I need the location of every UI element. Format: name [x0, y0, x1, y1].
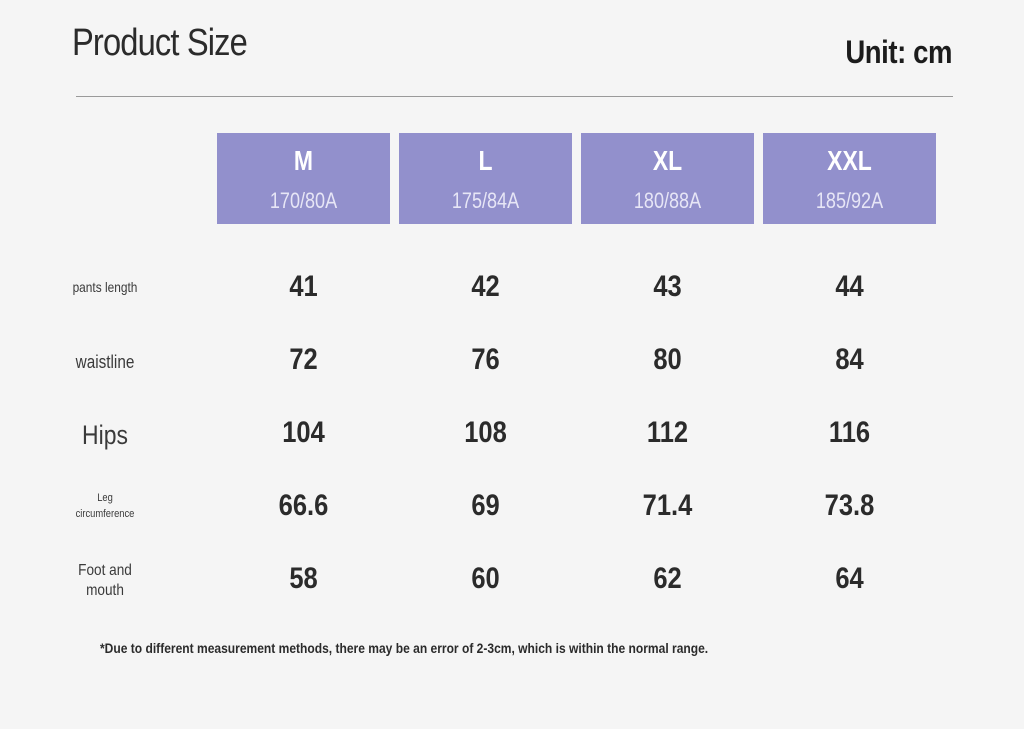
size-name: XL [652, 145, 683, 176]
size-name: M [293, 145, 314, 176]
row-label-line: Foot and [78, 562, 132, 579]
row-label-foot-and-mouth: Foot and mouth [67, 561, 144, 601]
table-cell: 44 [835, 270, 864, 303]
table-cell: 72 [289, 343, 318, 376]
table-cell: 73.8 [824, 489, 875, 522]
table-cell: 84 [835, 343, 864, 376]
table-cell: 58 [289, 562, 318, 595]
size-code: 185/92A [815, 188, 884, 213]
page-title: Product Size [72, 22, 248, 64]
row-label-line: Hips [82, 420, 128, 450]
table-cell: 60 [471, 562, 500, 595]
table-cell: 64 [835, 562, 864, 595]
size-code: 175/84A [451, 188, 520, 213]
table-cell: 66.6 [278, 489, 329, 522]
size-header-l: L 175/84A [399, 133, 572, 224]
table-cell: 80 [653, 343, 682, 376]
size-code: 180/88A [633, 188, 702, 213]
size-name: XXL [827, 145, 872, 176]
table-cell: 43 [653, 270, 682, 303]
table-cell: 41 [289, 270, 318, 303]
table-cell: 62 [653, 562, 682, 595]
row-label-leg-circumference: Leg circumference [67, 492, 144, 522]
row-label-pants-length: pants length [67, 279, 144, 297]
row-label-hips: Hips [67, 419, 144, 453]
size-header-xl: XL 180/88A [581, 133, 754, 224]
unit-label: Unit: cm [845, 34, 952, 70]
table-cell: 42 [471, 270, 500, 303]
row-label-line: mouth [86, 582, 124, 599]
row-label-waistline: waistline [67, 351, 144, 374]
size-header-xxl: XXL 185/92A [763, 133, 936, 224]
size-header-m: M 170/80A [217, 133, 390, 224]
table-cell: 76 [471, 343, 500, 376]
row-label-line: circumference [75, 507, 135, 520]
table-cell: 116 [828, 416, 871, 449]
table-cell: 69 [471, 489, 500, 522]
table-cell: 104 [282, 416, 325, 449]
table-cell: 71.4 [642, 489, 693, 522]
size-code: 170/80A [269, 188, 338, 213]
title-divider [76, 96, 953, 97]
measurement-note: *Due to different measurement methods, t… [100, 640, 709, 656]
table-cell: 108 [464, 416, 507, 449]
row-label-line: Leg [97, 492, 113, 504]
row-label-line: pants length [72, 279, 138, 295]
table-cell: 112 [646, 416, 689, 449]
row-label-line: waistline [75, 352, 135, 372]
size-name: L [478, 145, 493, 176]
